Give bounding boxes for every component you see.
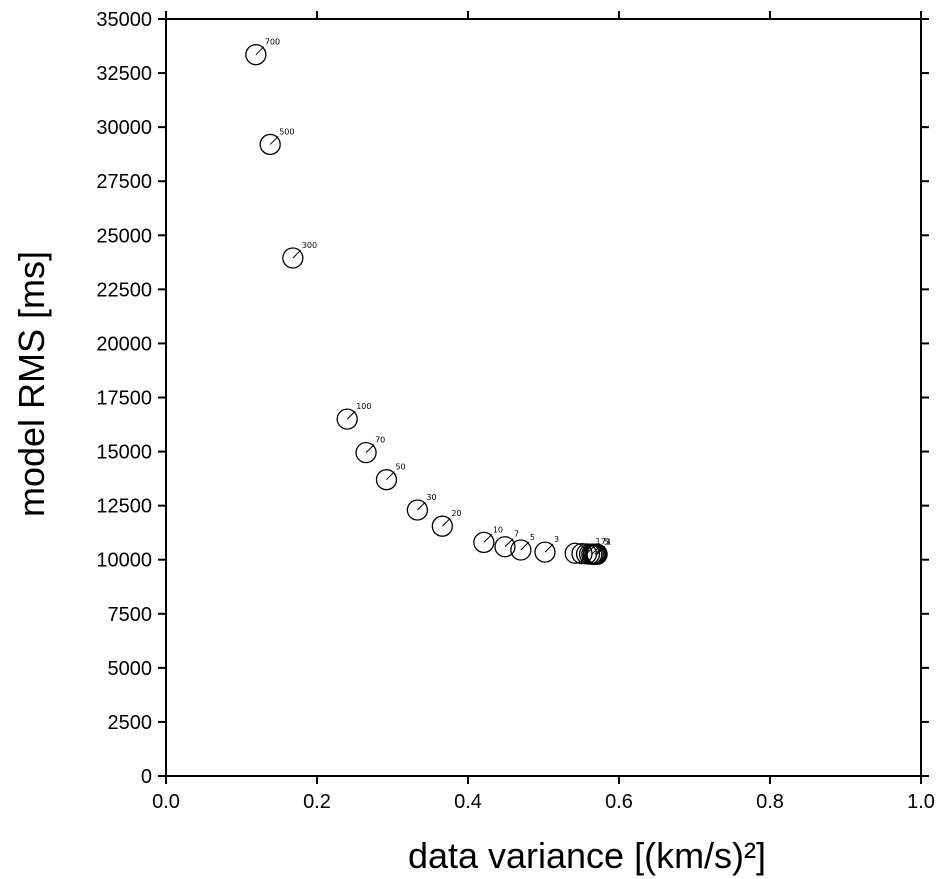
y-tick-label: 25000	[96, 225, 152, 247]
y-tick-label: 2500	[108, 712, 153, 734]
x-tick-label: 0.6	[605, 791, 633, 813]
point-label: 20	[451, 509, 461, 518]
point-label: 7	[514, 530, 519, 539]
data-point	[406, 499, 429, 521]
point-leader-line	[346, 410, 356, 420]
point-leader-line	[417, 501, 426, 511]
data-point	[355, 442, 377, 464]
point-label: 10	[493, 525, 503, 534]
point-leader-line	[255, 46, 265, 56]
data-point	[431, 515, 453, 537]
point-label: 50	[395, 463, 405, 472]
point-label: 100	[356, 402, 371, 411]
y-axis-title: model RMS [ms]	[11, 251, 52, 517]
point-label: 1	[606, 537, 611, 546]
data-point	[259, 133, 281, 156]
y-tick-label: 12500	[96, 496, 152, 518]
point-label: 7	[601, 537, 606, 546]
y-tick-label: 20000	[96, 333, 152, 355]
y-tick-label: 27500	[96, 171, 152, 193]
point-leader-line	[595, 545, 605, 555]
point-leader-line	[269, 136, 279, 145]
point-label: 5	[604, 537, 609, 546]
point-leader-line	[594, 545, 604, 555]
y-tick-label: 35000	[96, 9, 152, 31]
point-leader-line	[441, 517, 451, 527]
point-label: 500	[279, 127, 294, 136]
x-tick-label: 0.2	[303, 791, 331, 813]
point-leader-line	[596, 545, 606, 555]
point-leader-line	[544, 543, 554, 553]
y-tick-label: 10000	[96, 550, 152, 572]
point-leader-line	[591, 545, 601, 555]
x-tick-label: 1.0	[907, 791, 935, 813]
point-label: 700	[265, 38, 280, 47]
data-point	[375, 469, 398, 491]
x-tick-label: 0.4	[454, 791, 482, 813]
data-point	[336, 408, 358, 430]
data-point	[494, 536, 516, 558]
y-tick-label: 32500	[96, 63, 152, 85]
point-leader-line	[483, 534, 493, 543]
y-tick-label: 5000	[108, 658, 153, 680]
x-axis-title: data variance [(km/s)²]	[408, 835, 766, 876]
y-tick-label: 17500	[96, 388, 152, 410]
point-leader-line	[386, 471, 395, 481]
point-leader-line	[504, 538, 514, 548]
y-tick-label: 15000	[96, 442, 152, 464]
data-point	[282, 247, 304, 269]
x-tick-label: 0.0	[152, 791, 180, 813]
y-tick-label: 30000	[96, 117, 152, 139]
data-point	[473, 531, 495, 554]
x-tick-label: 0.8	[756, 791, 784, 813]
point-label: 300	[302, 241, 317, 250]
data-point	[534, 541, 556, 563]
data-point	[245, 44, 267, 66]
axis-ticks-group: 0.0 0.2 0.4 0.6 0.8 1.00250050007500100001250…	[96, 9, 935, 813]
point-leader-line	[520, 541, 530, 551]
point-label: 30	[426, 493, 436, 502]
point-label: 3	[605, 537, 610, 546]
point-label: 70	[375, 436, 385, 445]
point-leader-line	[365, 444, 375, 454]
point-label: 1	[596, 537, 601, 546]
data-point	[510, 539, 532, 561]
y-tick-label: 7500	[108, 604, 153, 626]
point-leader-line	[292, 249, 302, 259]
point-label: 3	[554, 535, 559, 544]
data-point	[586, 543, 608, 565]
point-label: 5	[530, 533, 535, 542]
y-tick-label: 0	[141, 766, 152, 788]
y-tick-label: 22500	[96, 279, 152, 301]
